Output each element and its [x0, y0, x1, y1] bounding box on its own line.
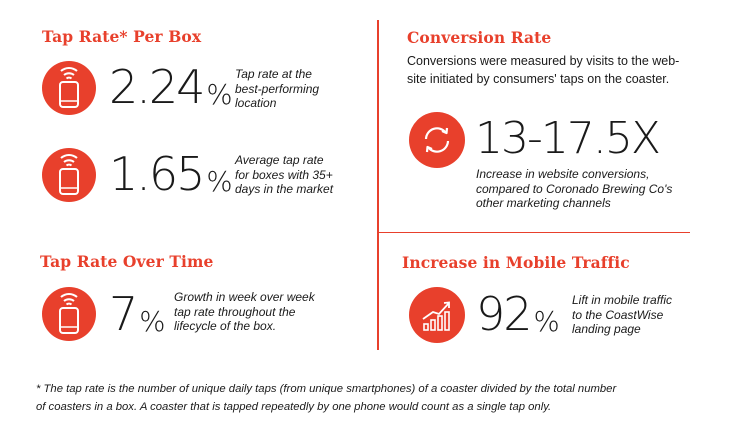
stat-description-conversion: Increase in website conversions, compare… — [476, 167, 673, 210]
stat-value-growth: 7% — [109, 287, 166, 341]
stat-value-average: 1.65% — [109, 147, 233, 201]
stat-value-mobile-traffic: 92% — [476, 287, 560, 341]
tap-rate-over-time-heading: Tap Rate Over Time — [40, 252, 214, 271]
mobile-traffic-heading: Increase in Mobile Traffic — [402, 253, 630, 272]
horizontal-divider — [379, 232, 690, 233]
footnote: * The tap rate is the number of unique d… — [36, 383, 617, 413]
tap-rate-per-box-heading: Tap Rate* Per Box — [42, 27, 202, 46]
growth-chart-icon — [409, 287, 465, 343]
phone-tap-icon — [42, 287, 96, 341]
vertical-divider — [377, 20, 379, 350]
conversion-rate-intro: Conversions were measured by visits to t… — [407, 54, 680, 86]
stat-description-best-location: Tap rate at the best-performing location — [235, 67, 320, 110]
conversion-rate-heading: Conversion Rate — [407, 28, 552, 47]
phone-tap-icon — [42, 61, 96, 115]
refresh-cycle-icon — [409, 112, 465, 168]
stat-value-conversion: 13-17.5X — [475, 113, 661, 164]
stat-description-mobile-traffic: Lift in mobile traffic to the CoastWise … — [572, 293, 673, 336]
stat-value-best-location: 2.24% — [109, 60, 233, 114]
stat-description-average: Average tap rate for boxes with 35+ days… — [235, 153, 334, 196]
stat-description-growth: Growth in week over week tap rate throug… — [174, 290, 315, 333]
phone-tap-icon — [42, 148, 96, 202]
